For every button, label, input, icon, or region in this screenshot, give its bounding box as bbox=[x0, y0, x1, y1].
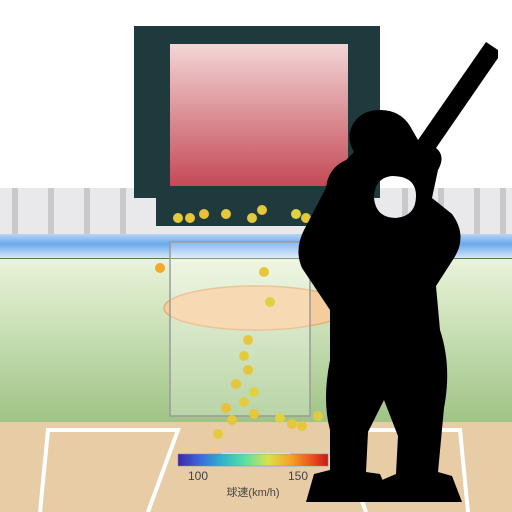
pitch-dot bbox=[213, 429, 223, 439]
pitch-dot bbox=[231, 379, 241, 389]
pitch-dot bbox=[243, 335, 253, 345]
pitch-dot bbox=[259, 267, 269, 277]
pitch-dot bbox=[173, 213, 183, 223]
colorbar-tick: 150 bbox=[288, 469, 308, 483]
pitch-dot bbox=[297, 421, 307, 431]
strike-zone bbox=[170, 242, 310, 416]
pitch-dot bbox=[247, 213, 257, 223]
pitch-dot bbox=[185, 213, 195, 223]
pitch-dot bbox=[287, 419, 297, 429]
pitch-dot bbox=[239, 351, 249, 361]
pitch-dot bbox=[257, 205, 267, 215]
pitch-dot bbox=[313, 411, 323, 421]
colorbar-label: 球速(km/h) bbox=[226, 487, 279, 499]
pitch-dot bbox=[227, 415, 237, 425]
pitch-chart-scene: 100 150 球速(km/h) bbox=[0, 0, 512, 512]
pitch-dot bbox=[239, 397, 249, 407]
pitch-dot bbox=[275, 413, 285, 423]
pitch-dot bbox=[221, 403, 231, 413]
pitch-dot bbox=[155, 263, 165, 273]
pitch-dot bbox=[291, 209, 301, 219]
pitch-dot bbox=[265, 297, 275, 307]
pitch-dot bbox=[221, 209, 231, 219]
colorbar bbox=[178, 454, 328, 466]
colorbar-tick: 100 bbox=[188, 469, 208, 483]
pitch-dot bbox=[199, 209, 209, 219]
pitch-dot bbox=[249, 387, 259, 397]
scoreboard-screen bbox=[170, 44, 348, 186]
pitch-dot bbox=[249, 409, 259, 419]
pitch-dot bbox=[243, 365, 253, 375]
